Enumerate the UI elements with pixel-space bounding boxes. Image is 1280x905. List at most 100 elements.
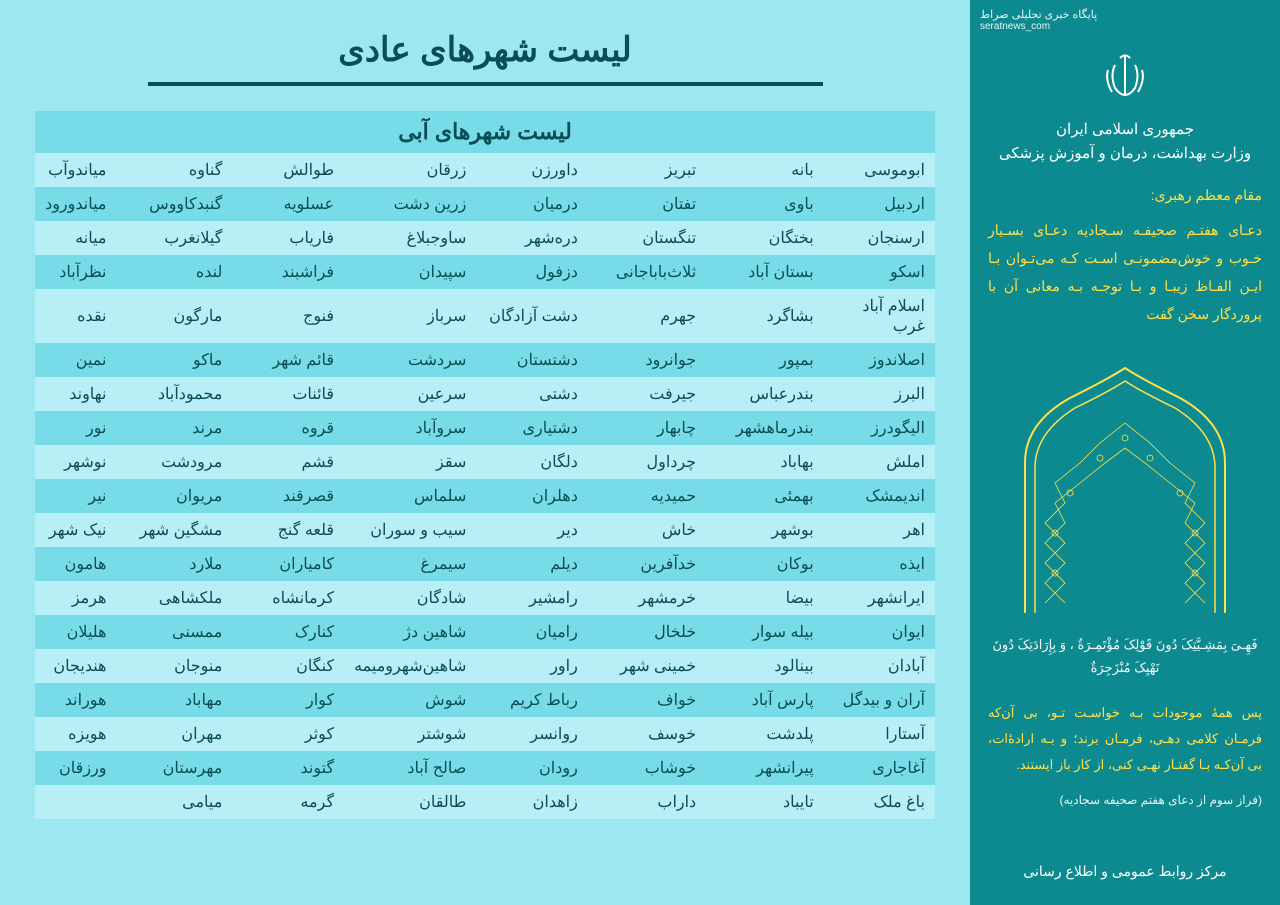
quote-source: (فراز سوم از دعای هفتم صحیفه سجادیه) — [988, 793, 1262, 807]
city-cell: مرودشت — [117, 445, 233, 479]
city-cell: بهاباد — [706, 445, 823, 479]
city-cell: نور — [35, 411, 117, 445]
city-cell: خوشاب — [588, 751, 706, 785]
city-cell: کرمانشاه — [232, 581, 344, 615]
city-cell: سقز — [344, 445, 476, 479]
city-cell: دره‌شهر — [476, 221, 587, 255]
city-cell: جیرفت — [588, 377, 706, 411]
ministry-title: وزارت بهداشت، درمان و آموزش پزشکی — [988, 144, 1262, 162]
watermark-handle: seratnews_com — [980, 21, 1097, 32]
city-cell: بیضا — [706, 581, 823, 615]
table-row: ایوانبیله سوارخلخالرامیانشاهین دژکنارکمم… — [35, 615, 935, 649]
city-cell: قائنات — [232, 377, 344, 411]
translation-quote: پس همۀ موجودات بـه خواسـت تـو، بی آن‌که … — [988, 700, 1262, 778]
city-cell: نهاوند — [35, 377, 117, 411]
city-cell: سرعین — [344, 377, 476, 411]
cities-table: ابوموسیبانهتبریزداورزنزرقانطوالشگناوهمیا… — [35, 153, 935, 819]
city-cell: دلگان — [476, 445, 587, 479]
city-cell: نظرآباد — [35, 255, 117, 289]
table-row: آغاجاریپیرانشهرخوشابرودانصالح آبادگتوندم… — [35, 751, 935, 785]
city-cell: کوار — [232, 683, 344, 717]
city-cell: بستان آباد — [706, 255, 823, 289]
city-cell: لنده — [117, 255, 233, 289]
city-cell: سیب و سوران — [344, 513, 476, 547]
city-cell: دزفول — [476, 255, 587, 289]
city-cell: پلدشت — [706, 717, 823, 751]
city-cell: بختگان — [706, 221, 823, 255]
city-cell: دهلران — [476, 479, 587, 513]
city-cell: خدآفرین — [588, 547, 706, 581]
city-cell: بینالود — [706, 649, 823, 683]
city-cell: مرند — [117, 411, 233, 445]
city-cell: دیر — [476, 513, 587, 547]
table-row: الیگودرزبندرماهشهرچابهاردشتیاریسروآبادقر… — [35, 411, 935, 445]
city-cell: تفتان — [588, 187, 706, 221]
iran-emblem — [988, 50, 1262, 110]
table-row: اردبیلباویتفتاندرمیانزرین دشتعسلویهگنبدک… — [35, 187, 935, 221]
city-cell: کنارک — [232, 615, 344, 649]
city-cell: مهاباد — [117, 683, 233, 717]
city-cell: داراب — [588, 785, 706, 819]
city-cell: رامشیر — [476, 581, 587, 615]
city-cell: چابهار — [588, 411, 706, 445]
table-row: ایذهبوکانخدآفریندیلمسیمرغکامیارانملاردها… — [35, 547, 935, 581]
city-cell: ساوجبلاغ — [344, 221, 476, 255]
city-cell: میاندورود — [35, 187, 117, 221]
city-cell: نمین — [35, 343, 117, 377]
city-cell: رباط کریم — [476, 683, 587, 717]
table-row: البرزبندرعباسجیرفتدشتیسرعینقائناتمحمودآب… — [35, 377, 935, 411]
table-row: آبادانبینالودخمینی شهرراورشاهین‌شهرومیمه… — [35, 649, 935, 683]
city-cell: زرین دشت — [344, 187, 476, 221]
city-cell: هامون — [35, 547, 117, 581]
city-cell: روانسر — [476, 717, 587, 751]
city-cell: بندرعباس — [706, 377, 823, 411]
source-watermark: پایگاه خبری تحلیلی صراط seratnews_com — [980, 8, 1097, 32]
city-cell: باغ ملک — [824, 785, 935, 819]
city-cell: الیگودرز — [824, 411, 935, 445]
city-cell: زرقان — [344, 153, 476, 187]
city-cell: هندیجان — [35, 649, 117, 683]
city-cell: فراشبند — [232, 255, 344, 289]
city-cell: فاریاب — [232, 221, 344, 255]
city-cell: فنوج — [232, 289, 344, 343]
city-cell: ممسنی — [117, 615, 233, 649]
city-cell: سیمرغ — [344, 547, 476, 581]
city-cell: خرمشهر — [588, 581, 706, 615]
table-row: آستاراپلدشتخوسفروانسرشوشترکوثرمهرانهویزه — [35, 717, 935, 751]
city-cell: سردشت — [344, 343, 476, 377]
city-cell: سروآباد — [344, 411, 476, 445]
government-title: جمهوری اسلامی ایران — [988, 120, 1262, 138]
city-cell: دشتی — [476, 377, 587, 411]
table-row: ارسنجانبختگانتنگستاندره‌شهرساوجبلاغفاریا… — [35, 221, 935, 255]
city-cell: بندرماهشهر — [706, 411, 823, 445]
city-cell: باوی — [706, 187, 823, 221]
city-cell: بوکان — [706, 547, 823, 581]
city-cell: ایرانشهر — [824, 581, 935, 615]
table-row: باغ ملکتایباددارابزاهدانطالقانگرمهمیامی — [35, 785, 935, 819]
arabic-verse: فَهِـیَ بِمَشِـیَّتِکَ دُونَ قَوْلِکَ مُ… — [988, 633, 1262, 680]
city-cell: گرمه — [232, 785, 344, 819]
city-cell: کامیاران — [232, 547, 344, 581]
city-cell: اصلاندوز — [824, 343, 935, 377]
city-cell: طالقان — [344, 785, 476, 819]
city-cell: سرباز — [344, 289, 476, 343]
city-cell: ایوان — [824, 615, 935, 649]
city-cell: بوشهر — [706, 513, 823, 547]
city-cell: خوسف — [588, 717, 706, 751]
table-row: اصلاندوزبمپورجوانروددشتستانسردشتقائم شهر… — [35, 343, 935, 377]
city-cell: منوجان — [117, 649, 233, 683]
city-cell: شادگان — [344, 581, 476, 615]
city-cell: پیرانشهر — [706, 751, 823, 785]
leader-quote: دعـای هفتـم صحیفـه سـجادیه دعـای بسـیار … — [988, 216, 1262, 328]
table-row: ایرانشهربیضاخرمشهررامشیرشادگانکرمانشاهمل… — [35, 581, 935, 615]
city-cell: آبادان — [824, 649, 935, 683]
table-row: املشبهابادچرداولدلگانسقزقشممرودشتنوشهر — [35, 445, 935, 479]
city-cell: خواف — [588, 683, 706, 717]
city-cell: تنگستان — [588, 221, 706, 255]
table-row: اسکوبستان آبادثلاث‌باباجانیدزفولسپیدانفر… — [35, 255, 935, 289]
city-cell: میانه — [35, 221, 117, 255]
city-cell: دیلم — [476, 547, 587, 581]
city-cell: نیر — [35, 479, 117, 513]
city-cell: گیلانغرب — [117, 221, 233, 255]
city-cell: هوراند — [35, 683, 117, 717]
